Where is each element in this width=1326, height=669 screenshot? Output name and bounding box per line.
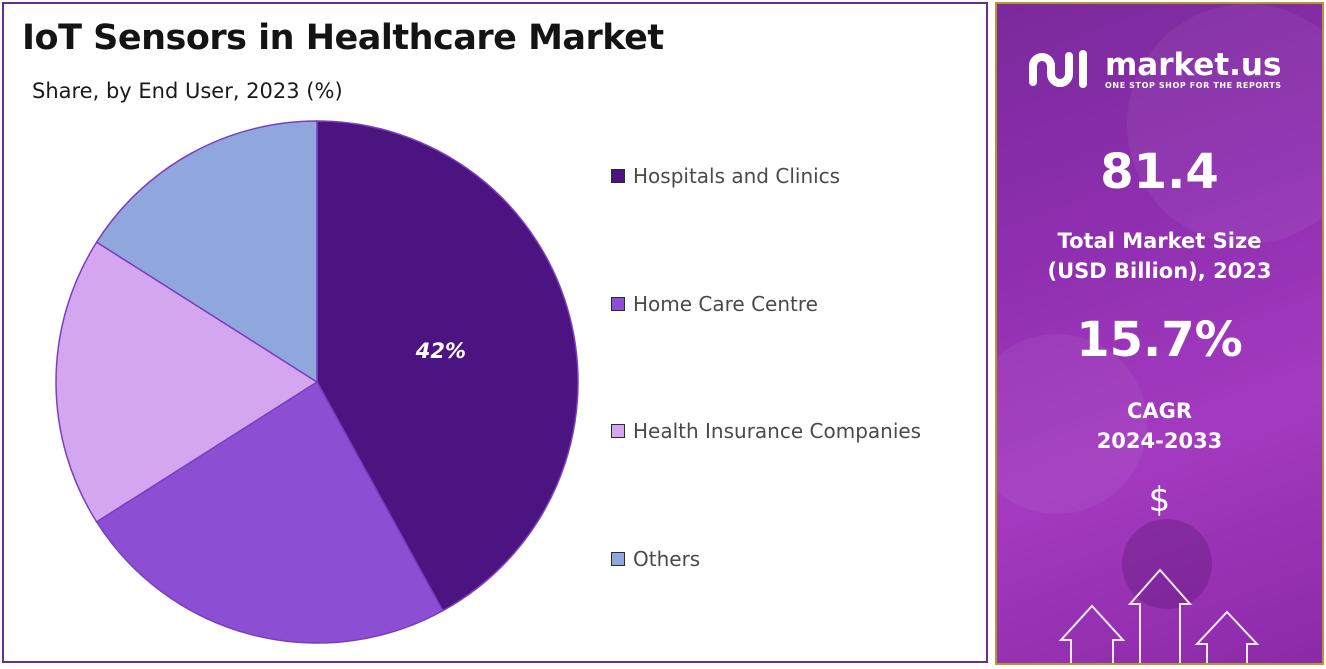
pie-slice-others: [95, 120, 318, 384]
legend-label: Hospitals and Clinics: [633, 164, 841, 188]
data-label: 42%: [415, 339, 466, 363]
chart-panel: IoT Sensors in Healthcare Market Share, …: [2, 2, 988, 663]
market-size-value: 81.4: [1100, 144, 1219, 200]
legend-swatch: [611, 169, 625, 183]
cagr-period: 2024-2033: [1096, 429, 1223, 453]
legend-item: Health Insurance Companies: [611, 419, 921, 443]
brand-name: market.us: [1105, 46, 1282, 83]
legend-swatch: [611, 552, 625, 566]
legend-swatch: [611, 297, 625, 311]
pie-chart: 42%: [55, 120, 579, 644]
legend-label: Others: [633, 547, 701, 571]
legend-label: Health Insurance Companies: [633, 419, 922, 443]
dollar-icon: $: [1148, 480, 1171, 520]
legend-item: Home Care Centre: [611, 292, 818, 316]
legend-label: Home Care Centre: [633, 292, 818, 316]
legend-swatch: [611, 424, 625, 438]
pie-slice-health-insurance-companies: [55, 241, 319, 523]
background-decoration: [997, 4, 1322, 663]
market-size-label-line1: Total Market Size: [1057, 229, 1262, 253]
market-us-logo-icon: [1029, 50, 1087, 88]
chart-subtitle: Share, by End User, 2023 (%): [32, 79, 343, 103]
brand: market.us ONE STOP SHOP FOR THE REPORTS: [1027, 46, 1282, 92]
legend-item: Others: [611, 547, 700, 571]
brand-tagline: ONE STOP SHOP FOR THE REPORTS: [1105, 80, 1282, 90]
market-size-label-line2: (USD Billion), 2023: [1047, 259, 1272, 283]
growth-arrows-icon: [1058, 568, 1260, 663]
chart-title: IoT Sensors in Healthcare Market: [22, 18, 664, 58]
cagr-label: CAGR: [1126, 399, 1193, 423]
pie-slice-home-care-centre: [95, 380, 444, 644]
summary-panel: market.us ONE STOP SHOP FOR THE REPORTS …: [995, 2, 1324, 665]
cagr-value: 15.7%: [1076, 312, 1243, 368]
pie-slice-hospitals-and-clinics: [316, 120, 579, 612]
legend-item: Hospitals and Clinics: [611, 164, 840, 188]
